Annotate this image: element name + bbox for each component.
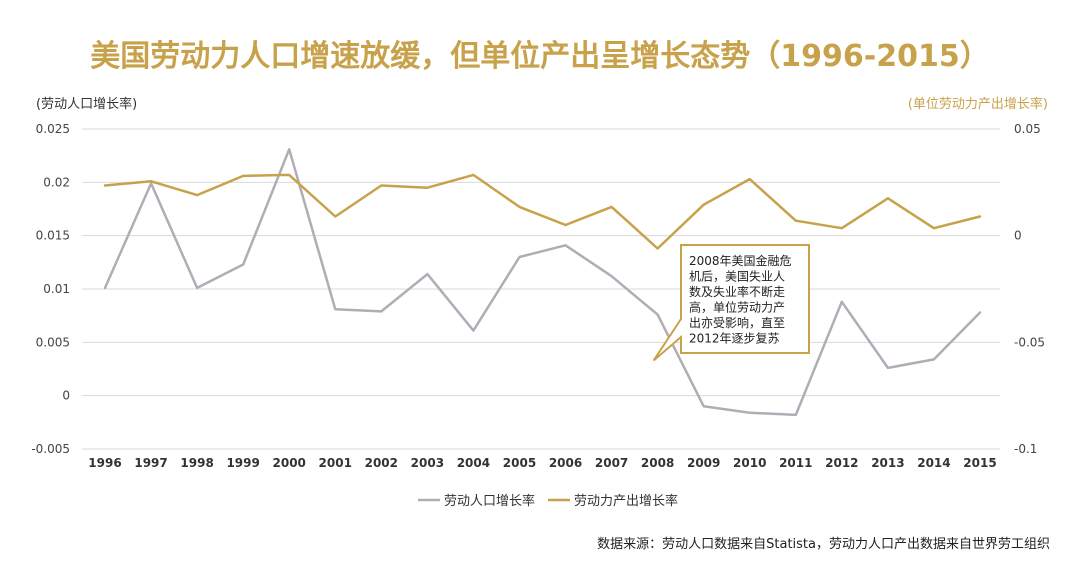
data-source-note: 数据来源：劳动人口数据来自Statista，劳动力人口产出数据来自世界劳工组织 [597,536,1050,552]
x-tick-label: 2008 [641,456,674,470]
x-tick-label: 2014 [917,456,950,470]
annotation-text-line: 机后，美国失业人 [689,269,785,284]
x-tick-label: 2000 [273,456,306,470]
annotation-text-line: 出亦受影响，直至 [689,315,785,330]
right-y-tick-label: 0 [1014,229,1022,243]
annotation-callout-box [652,244,810,362]
legend-label-labor-population: 劳动人口增长率 [444,493,535,509]
left-y-tick-label: 0.005 [36,335,70,349]
right-y-tick-label: -0.1 [1014,442,1037,456]
x-tick-label: 2004 [457,456,490,470]
left-y-tick-label: 0.01 [43,282,70,296]
x-tick-label: 2007 [595,456,628,470]
legend-label-labor-output: 劳动力产出增长率 [574,493,678,509]
x-tick-label: 2006 [549,456,582,470]
x-ticks: 1996 1997 1998 1999 2000 2001 2002 2003 2004 2005… [88,456,996,470]
left-y-tick-label: 0.02 [43,175,70,189]
left-y-tick-label: -0.005 [31,442,70,456]
gridlines [82,128,1000,450]
legend: 劳动人口增长率 劳动力产出增长率 [418,493,678,509]
chart-title: 美国劳动力人口增速放缓，但单位产出呈增长态势（1996-2015） [90,39,989,74]
x-tick-label: 1996 [88,456,121,470]
x-tick-label: 1997 [134,456,167,470]
x-tick-label: 1998 [180,456,213,470]
x-tick-label: 2012 [825,456,858,470]
x-tick-label: 2013 [871,456,904,470]
annotation-text-line: 2008年美国金融危 [689,253,792,268]
x-tick-label: 2005 [503,456,536,470]
x-tick-label: 2001 [319,456,352,470]
left-y-tick-label: 0 [62,389,70,403]
series-line-labor-population [103,148,982,417]
x-tick-label: 2002 [365,456,398,470]
right-y-tick-label: 0.05 [1014,122,1041,136]
x-tick-label: 1999 [226,456,259,470]
right-axis-label: (单位劳动力产出增长率) [908,96,1048,112]
x-tick-label: 2009 [687,456,720,470]
annotation-text-line: 2012年逐步复苏 [689,332,780,346]
left-y-tick-label: 0.025 [36,122,70,136]
series-lines [103,148,982,417]
right-y-tick-label: -0.05 [1014,335,1045,349]
left-y-ticks: 0.025 0.02 0.015 0.01 0.005 0 -0.005 [31,122,70,456]
annotation-text-line: 数及失业率不断走 [689,284,785,299]
x-tick-label: 2010 [733,456,766,470]
left-axis-label: (劳动人口增长率) [36,96,137,112]
x-tick-label: 2015 [963,456,996,470]
left-y-tick-label: 0.015 [36,229,70,243]
x-tick-label: 2003 [411,456,444,470]
crisis-annotation: 2008年美国金融危机后，美国失业人数及失业率不断走高，单位劳动力产出亦受影响，… [652,244,810,362]
annotation-text-line: 高，单位劳动力产 [689,300,785,315]
series-line-labor-output [103,173,982,250]
x-tick-label: 2011 [779,456,812,470]
right-y-ticks: 0.05 0 -0.05 -0.1 [1014,122,1045,456]
